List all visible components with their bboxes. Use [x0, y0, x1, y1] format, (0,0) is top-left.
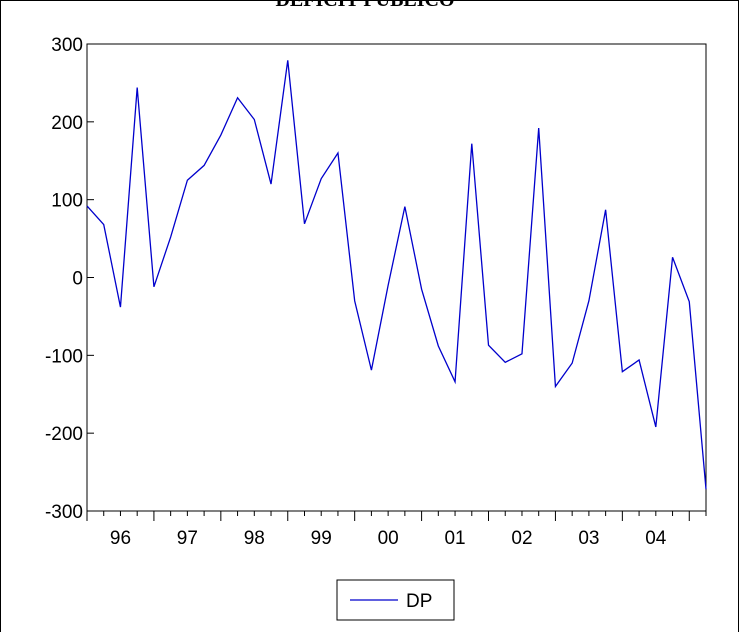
- x-tick-label: 01: [444, 528, 465, 549]
- y-tick-label: 0: [72, 269, 83, 290]
- y-tick-label: -300: [45, 502, 83, 523]
- y-tick-label: -200: [45, 424, 83, 445]
- y-axis: 300 200 100 0 -100 -200 -300: [45, 35, 94, 523]
- x-tick-label: 98: [244, 528, 265, 549]
- x-tick-label: 02: [511, 528, 532, 549]
- x-tick-label: 97: [177, 528, 198, 549]
- x-tick-label: 99: [311, 528, 332, 549]
- x-tick-label: 96: [110, 528, 131, 549]
- series-line-dp: [86, 60, 707, 490]
- y-tick-label: 100: [51, 191, 83, 212]
- legend-label-dp: DP: [406, 591, 432, 612]
- x-tick-label: 00: [378, 528, 399, 549]
- y-tick-label: 200: [51, 113, 83, 134]
- series-layer: [86, 60, 707, 490]
- chart-title: DEFICIT PUBLICO: [275, 0, 454, 11]
- y-tick-label: -100: [45, 346, 83, 367]
- x-tick-label: 03: [578, 528, 599, 549]
- x-axis: 96 97 98 99 00 01 02 03 04: [86, 511, 707, 549]
- legend: DP: [336, 579, 455, 621]
- y-tick-label: 300: [51, 35, 83, 56]
- x-tick-label: 04: [645, 528, 667, 549]
